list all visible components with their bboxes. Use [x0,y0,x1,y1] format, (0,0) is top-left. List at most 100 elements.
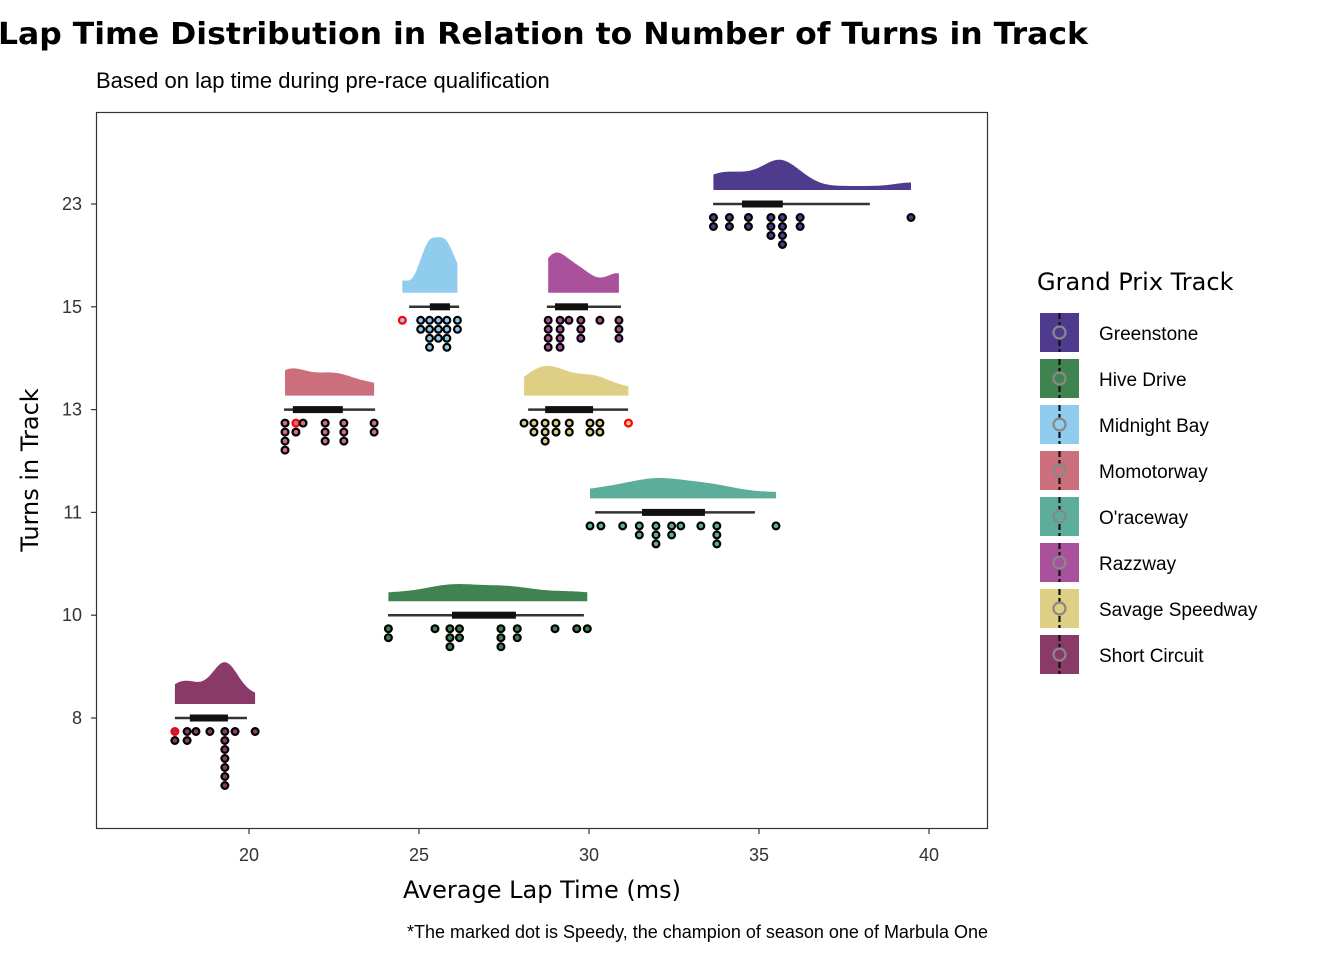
data-dot [540,436,550,446]
chart-title: Lap Time Distribution in Relation to Num… [0,17,1089,52]
legend: Greenstone Hive Drive Midnight Bay Momotorw… [1040,313,1258,674]
data-dot [551,418,561,428]
data-dot [442,342,452,352]
legend-item: Midnight Bay [1040,405,1209,444]
data-dot [595,418,605,428]
y-axis-label: Turns in Track [16,388,44,552]
data-dot [445,624,455,634]
data-dot [250,726,260,736]
data-dot [667,521,677,531]
data-dot [291,427,301,437]
data-dot [442,315,452,325]
data-dot [442,324,452,334]
data-dot [280,436,290,446]
data-dot [540,427,550,437]
legend-label: Midnight Bay [1099,416,1209,437]
data-dot [543,333,553,343]
data-dot [634,530,644,540]
speedy-dot [291,418,301,428]
group-greenstone [708,159,916,250]
data-dot [777,231,787,241]
data-dot [543,315,553,325]
interval-box-hive-drive [451,611,516,619]
legend-key-dot [1052,463,1067,478]
data-dot [220,726,230,736]
x-tick-label: 25 [409,845,429,865]
data-dot [433,333,443,343]
data-dot [651,521,661,531]
data-dot [555,315,565,325]
data-dot [512,624,522,634]
data-dot [496,633,506,643]
data-dot [576,324,586,334]
data-dot [555,342,565,352]
data-dot [766,213,776,223]
legend-item: Short Circuit [1040,635,1204,674]
legend-key-dot [1052,325,1067,340]
data-dot [205,726,215,736]
x-tick-label: 40 [919,845,939,865]
density-short-circuit [174,662,256,704]
data-dot [551,427,561,437]
data-dot [425,324,435,334]
data-dot [220,744,230,754]
data-dot [712,530,722,540]
speedy-dot [170,726,180,736]
data-dot [696,521,706,531]
data-dot [220,771,230,781]
group-midnight-bay [397,237,462,352]
data-dot [220,780,230,790]
density-greenstone [713,159,911,190]
interval-box-greenstone [742,200,783,208]
data-dot [743,222,753,232]
caption: *The marked dot is Speedy, the champion … [407,922,988,942]
data-dot [708,213,718,223]
legend-item: O'raceway [1040,497,1189,536]
data-dot [618,521,628,531]
group-razzway [543,252,624,352]
interval-box-midnight-bay [429,303,450,311]
data-dot [298,418,308,428]
legend-item: Razzway [1040,543,1177,582]
y-axis: 8 10 11 13 15 23 [62,194,96,728]
data-dot [766,231,776,241]
data-dot [712,539,722,549]
y-tick-label: 11 [63,502,82,522]
legend-label: Hive Drive [1099,370,1187,391]
data-dot [320,418,330,428]
plot-marks [170,159,916,790]
data-dot [906,213,916,223]
data-dot [766,222,776,232]
legend-label: O'raceway [1099,508,1189,529]
data-dot [596,521,606,531]
data-dot [712,521,722,531]
data-dot [651,539,661,549]
data-dot [771,521,781,531]
data-dot [496,624,506,634]
data-dot [230,726,240,736]
data-dot [708,222,718,232]
data-dot [182,735,192,745]
data-dot [676,521,686,531]
data-dot [454,633,464,643]
data-dot [220,762,230,772]
density-razzway [548,252,619,293]
data-dot [369,427,379,437]
y-tick-label: 10 [62,605,82,625]
data-dot [191,726,201,736]
legend-label: Greenstone [1099,324,1198,345]
legend-label: Momotorway [1099,462,1208,483]
data-dot [614,324,624,334]
legend-key-dot [1052,601,1067,616]
x-tick-label: 20 [239,845,259,865]
data-dot [795,222,805,232]
data-dot [425,315,435,325]
x-tick-label: 30 [579,845,599,865]
data-dot [724,213,734,223]
data-dot [529,427,539,437]
data-dot [425,333,435,343]
data-dot [614,315,624,325]
data-dot [585,521,595,531]
group-short-circuit [170,662,260,790]
